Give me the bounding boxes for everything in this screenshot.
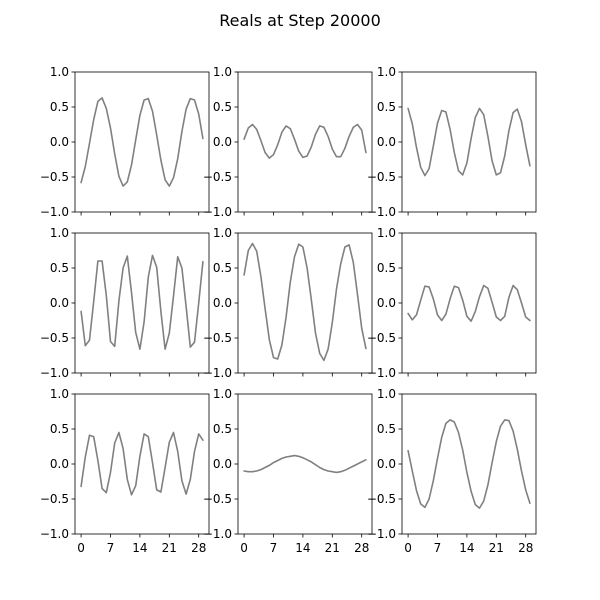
subplot-r2c1-ytick-label: 0.5 [50, 261, 69, 275]
subplot-r3c2-ytick-label: −0.5 [203, 492, 232, 506]
subplot-r3c3-xtick-label: 7 [434, 541, 442, 555]
subplot-r1c2-ytick-label: −0.5 [203, 170, 232, 184]
subplot-r3c1-ytick-label: 1.0 [50, 387, 69, 401]
subplot-r3c3: −1.0 −0.5 0.0 0.5 1.0 0 7 14 21 28 [367, 387, 537, 555]
subplot-r2c2-ytick-label: −0.5 [203, 331, 232, 345]
subplot-r1c1-series-line [80, 97, 204, 187]
subplot-r3c3-ytick-label: −1.0 [367, 527, 396, 541]
subplot-r1c2-ytick-label: −1.0 [203, 205, 232, 219]
subplot-r3c3-xtick-label: 21 [489, 541, 504, 555]
subplot-r3c2-axes-frame [237, 393, 373, 535]
subplot-r2c1-ytick-label: 0.0 [50, 296, 69, 310]
subplot-r1c2-axes-frame [237, 71, 373, 213]
subplot-r1c3-ytick-label: 0.0 [377, 135, 396, 149]
subplot-r1c1-ytick-label: −0.5 [40, 170, 69, 184]
subplot-r3c3-ytick-label: 0.5 [377, 422, 396, 436]
subplot-r2c3-ytick-label: 1.0 [377, 226, 396, 240]
subplot-r2c3-ytick-label: −0.5 [367, 331, 396, 345]
subplot-r2c3-ytick-label: 0.0 [377, 296, 396, 310]
subplot-r3c2-ytick-label: 0.5 [213, 422, 232, 436]
subplot-r3c3-ytick-label: 0.0 [377, 457, 396, 471]
subplot-r3c1-axes-frame [74, 393, 210, 535]
subplot-r3c1-xtick-label: 0 [77, 541, 85, 555]
subplot-r3c3-xtick-label: 14 [459, 541, 474, 555]
subplot-r1c2: −1.0 −0.5 0.0 0.5 1.0 [203, 65, 373, 219]
subplot-r3c3-xtick-label: 0 [404, 541, 412, 555]
subplot-r1c2-ytick-label: 0.0 [213, 135, 232, 149]
subplot-r3c3-xtick-label: 28 [518, 541, 533, 555]
subplot-r1c3-series-line [407, 107, 531, 177]
subplot-r3c2-ytick-label: 0.0 [213, 457, 232, 471]
subplot-r3c2-ytick-label: −1.0 [203, 527, 232, 541]
subplot-r3c1-xtick-label: 21 [162, 541, 177, 555]
subplot-r2c2-ytick-label: 0.0 [213, 296, 232, 310]
subplot-r3c1-ytick-label: −1.0 [40, 527, 69, 541]
subplot-r3c2-xtick-label: 7 [270, 541, 278, 555]
subplot-r3c2-series-line [243, 454, 367, 474]
figure-title: Reals at Step 20000 [219, 11, 381, 30]
subplot-r3c1-ytick-label: 0.0 [50, 457, 69, 471]
subplot-r1c3: −1.0 −0.5 0.0 0.5 1.0 [367, 65, 537, 219]
subplot-r3c2-xtick-label: 21 [325, 541, 340, 555]
subplot-r2c3-axes-frame [401, 232, 537, 374]
subplot-r3c2-xtick-label: 14 [295, 541, 310, 555]
subplot-r1c3-ytick-label: 1.0 [377, 65, 396, 79]
subplot-r2c1-ytick-label: −1.0 [40, 366, 69, 380]
subplot-r3c1-ytick-label: −0.5 [40, 492, 69, 506]
subplot-r1c1-ytick-label: −1.0 [40, 205, 69, 219]
subplot-r2c1-ytick-label: 1.0 [50, 226, 69, 240]
subplot-r2c2-ytick-label: 0.5 [213, 261, 232, 275]
subplot-r2c3: −1.0 −0.5 0.0 0.5 1.0 [367, 226, 537, 380]
subplot-r3c3-ytick-label: −0.5 [367, 492, 396, 506]
subplot-r1c3-ytick-label: −0.5 [367, 170, 396, 184]
subplot-r1c3-ytick-label: −1.0 [367, 205, 396, 219]
subplot-r3c2-xtick-label: 28 [354, 541, 369, 555]
subplot-r3c1-series-line [80, 431, 204, 496]
subplot-r3c1-ytick-label: 0.5 [50, 422, 69, 436]
subplot-r2c3-ytick-label: 0.5 [377, 261, 396, 275]
subplot-r1c3-axes-frame [401, 71, 537, 213]
subplot-r3c3-ytick-label: 1.0 [377, 387, 396, 401]
subplot-r1c2-ytick-label: 1.0 [213, 65, 232, 79]
subplot-r2c2-ytick-label: 1.0 [213, 226, 232, 240]
subplot-r1c2-series-line [243, 123, 367, 159]
subplot-grid: −1.0 −0.5 0.0 0.5 1.0 −1.0 −0.5 0.0 0.5 1.0 −1.0 −0… [40, 65, 537, 555]
subplot-r2c1-ytick-label: −0.5 [40, 331, 69, 345]
subplot-r3c2-xtick-label: 0 [240, 541, 248, 555]
subplot-r3c1-xtick-label: 14 [132, 541, 147, 555]
subplot-r2c1-axes-frame [74, 232, 210, 374]
subplot-r1c3-ytick-label: 0.5 [377, 100, 396, 114]
subplot-r2c3-series-line [407, 284, 531, 323]
subplot-r2c1-series-line [80, 254, 204, 351]
subplot-r3c1: −1.0 −0.5 0.0 0.5 1.0 0 7 14 21 28 [40, 387, 210, 555]
subplot-r2c2: −1.0 −0.5 0.0 0.5 1.0 [203, 226, 373, 380]
subplot-r3c1-xtick-label: 7 [107, 541, 115, 555]
subplot-r3c3-axes-frame [401, 393, 537, 535]
subplot-r1c1: −1.0 −0.5 0.0 0.5 1.0 [40, 65, 210, 219]
subplot-r1c1-ytick-label: 0.0 [50, 135, 69, 149]
subplot-r2c3-ytick-label: −1.0 [367, 366, 396, 380]
subplot-r1c1-ytick-label: 0.5 [50, 100, 69, 114]
subplot-r1c2-ytick-label: 0.5 [213, 100, 232, 114]
subplot-r3c3-series-line [407, 419, 531, 509]
subplot-r3c1-xtick-label: 28 [191, 541, 206, 555]
subplot-r3c2-ytick-label: 1.0 [213, 387, 232, 401]
subplot-r1c1-ytick-label: 1.0 [50, 65, 69, 79]
subplot-r2c2-series-line [243, 242, 367, 362]
subplot-r1c1-axes-frame [74, 71, 210, 213]
subplot-r2c2-ytick-label: −1.0 [203, 366, 232, 380]
subplot-r2c1: −1.0 −0.5 0.0 0.5 1.0 [40, 226, 210, 380]
subplot-r3c2: −1.0 −0.5 0.0 0.5 1.0 0 7 14 21 28 [203, 387, 373, 555]
